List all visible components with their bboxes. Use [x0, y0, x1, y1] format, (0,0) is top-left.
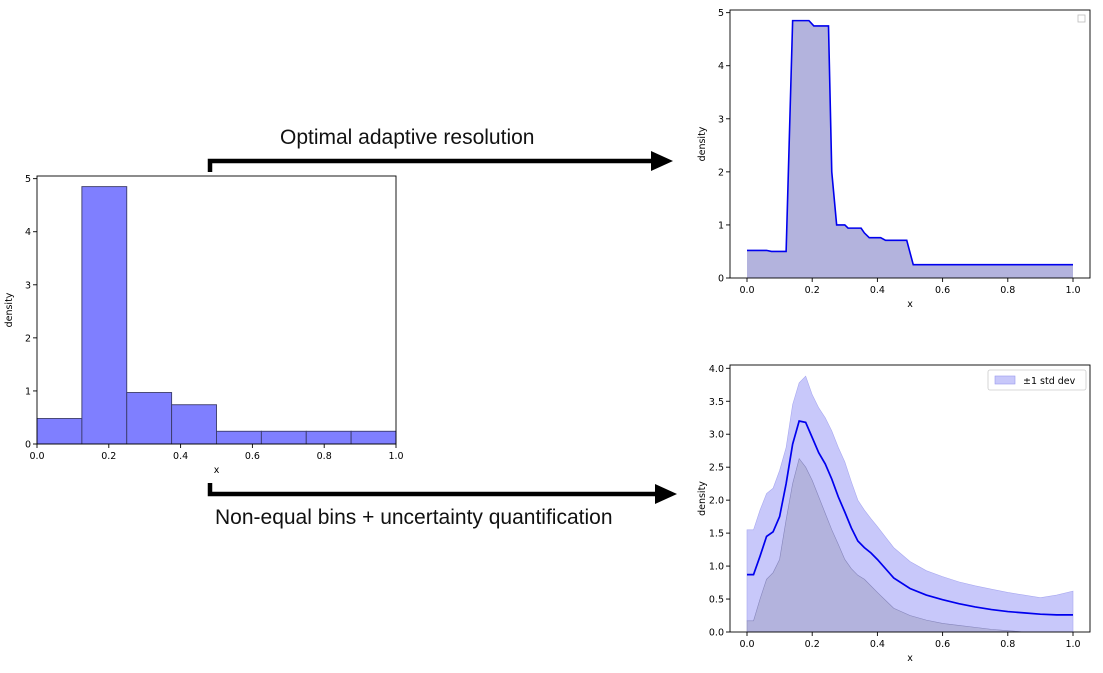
y-tick-label: 3 — [718, 114, 724, 125]
x-tick-label: 0.0 — [739, 285, 754, 296]
x-tick-label: 0.2 — [805, 639, 820, 650]
x-tick-label: 0.4 — [870, 285, 885, 296]
histogram-bar — [81, 186, 128, 445]
uncertainty-density-chart: 0.0 0.2 0.4 0.6 0.8 1.0 0.0 0.5 1.0 1.5 2.0 2.5 3.0 3… — [697, 364, 1091, 664]
plot-frame — [729, 9, 1091, 279]
bottom-caption: Non-equal bins + uncertainty quantificat… — [215, 506, 613, 529]
y-tick-label: 5 — [25, 174, 31, 185]
x-tick-label: 1.0 — [1065, 285, 1080, 296]
x-tick-label: 0.2 — [101, 451, 116, 462]
plot-frame — [729, 364, 1091, 633]
y-tick-label: 4 — [718, 61, 724, 72]
y-tick-label: 2.0 — [709, 496, 724, 507]
y-tick-label: 1.0 — [709, 562, 724, 573]
y-axis-label: density — [697, 481, 708, 516]
histogram-bar — [126, 392, 173, 445]
x-tick-label: 0.2 — [805, 285, 820, 296]
mean-density-line — [747, 420, 1073, 616]
y-tick-label: 2 — [25, 333, 31, 344]
empty-legend-box — [1077, 14, 1086, 23]
x-tick-label: 0.8 — [1000, 285, 1015, 296]
density-line — [747, 19, 1073, 266]
x-axis-label: x — [214, 465, 220, 476]
x-tick-label: 0.0 — [29, 451, 44, 462]
legend-label: ±1 std dev — [1023, 376, 1076, 387]
plot-frame — [36, 175, 397, 445]
x-tick-label: 0.6 — [935, 639, 950, 650]
y-tick-label: 3 — [25, 280, 31, 291]
histogram-bar — [171, 404, 217, 445]
x-tick-label: 0.6 — [245, 451, 260, 462]
y-tick-label: 0 — [25, 440, 31, 451]
y-tick-label: 3.0 — [709, 430, 724, 441]
y-axis-label: density — [4, 292, 15, 327]
x-tick-label: 1.0 — [388, 451, 403, 462]
y-tick-label: 5 — [718, 8, 724, 19]
y-tick-label: 2 — [718, 167, 724, 178]
y-tick-label: 2.5 — [709, 463, 724, 474]
x-tick-label: 0.6 — [935, 285, 950, 296]
y-tick-label: 1.5 — [709, 529, 724, 540]
y-tick-label: 1 — [718, 220, 724, 231]
bottom-arrow-shaft — [207, 483, 658, 497]
top-arrow-shaft — [207, 158, 654, 172]
legend-swatch — [994, 375, 1016, 385]
histogram-chart: 0.0 0.2 0.4 0.6 0.8 1.0 0 1 2 3 4 5 x density — [4, 174, 404, 476]
y-axis-label: density — [697, 126, 708, 161]
lower-bound-area — [746, 457, 1073, 633]
y-tick-label: 3.5 — [709, 397, 724, 408]
legend: ±1 std dev — [987, 369, 1087, 391]
adaptive-density-chart: 0.0 0.2 0.4 0.6 0.8 1.0 0 1 2 3 4 5 x density — [697, 8, 1091, 310]
y-tick-label: 1 — [25, 386, 31, 397]
y-tick-label: 0.5 — [709, 595, 724, 606]
y-tick-label: 0.0 — [709, 628, 724, 639]
x-tick-label: 1.0 — [1065, 639, 1080, 650]
legend-frame — [987, 369, 1087, 391]
y-tick-label: 4.0 — [709, 364, 724, 375]
x-tick-label: 0.0 — [739, 639, 754, 650]
x-tick-label: 0.4 — [870, 639, 885, 650]
top-caption: Optimal adaptive resolution — [280, 126, 535, 149]
x-axis-label: x — [907, 299, 913, 310]
x-tick-label: 0.4 — [173, 451, 188, 462]
x-tick-label: 0.8 — [1000, 639, 1015, 650]
x-axis-label: x — [907, 653, 913, 664]
bottom-arrow — [207, 483, 677, 504]
density-area — [747, 20, 1073, 278]
top-arrow-head — [651, 151, 673, 171]
x-tick-label: 0.8 — [317, 451, 332, 462]
top-arrow — [207, 151, 673, 172]
y-tick-label: 4 — [25, 227, 31, 238]
y-tick-label: 0 — [718, 274, 724, 285]
bottom-arrow-head — [655, 484, 677, 504]
